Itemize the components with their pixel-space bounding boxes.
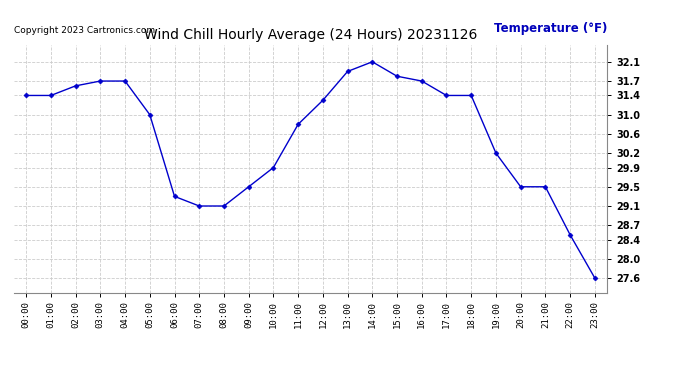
Title: Wind Chill Hourly Average (24 Hours) 20231126: Wind Chill Hourly Average (24 Hours) 202… bbox=[144, 28, 477, 42]
Text: Temperature (°F): Temperature (°F) bbox=[494, 22, 607, 35]
Text: Copyright 2023 Cartronics.com: Copyright 2023 Cartronics.com bbox=[14, 26, 155, 35]
